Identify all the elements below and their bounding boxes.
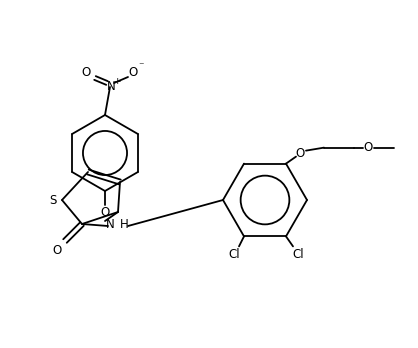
Text: O: O [82, 66, 91, 79]
Text: O: O [296, 147, 305, 160]
Text: N: N [107, 80, 115, 94]
Text: ⁻: ⁻ [138, 61, 144, 71]
Text: S: S [49, 193, 57, 206]
Text: +: + [113, 78, 121, 87]
Text: O: O [100, 206, 110, 220]
Text: H: H [120, 218, 129, 230]
Text: O: O [128, 66, 138, 79]
Text: O: O [52, 244, 61, 256]
Text: N: N [106, 218, 115, 230]
Text: Cl: Cl [292, 248, 304, 261]
Text: Cl: Cl [228, 248, 240, 261]
Text: O: O [363, 141, 372, 154]
